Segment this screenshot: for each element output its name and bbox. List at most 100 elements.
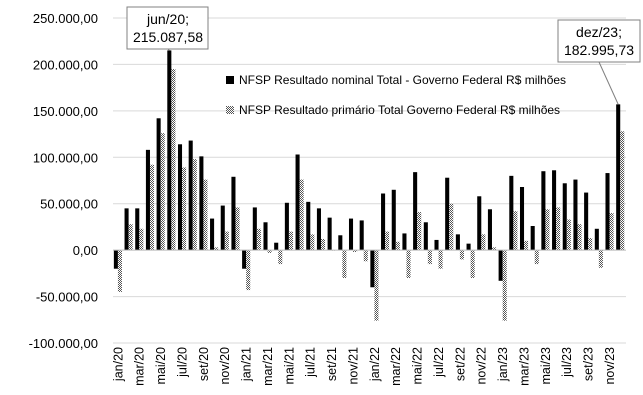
bar-primary	[117, 250, 122, 292]
x-tick-label: mai/23	[539, 347, 553, 385]
bar-nominal	[242, 250, 247, 269]
bar-primary	[299, 179, 304, 251]
x-tick-label: nov/20	[218, 347, 232, 385]
bar-nominal	[413, 172, 418, 251]
bar-primary	[620, 131, 625, 251]
x-tick-label: mar/21	[261, 347, 275, 386]
x-tick-label: jan/21	[240, 347, 254, 382]
bar-nominal	[455, 234, 460, 251]
bars	[113, 50, 625, 321]
bar-primary	[417, 212, 422, 251]
legend-label: NFSP Resultado nominal Total - Governo F…	[239, 73, 566, 87]
bar-nominal	[167, 50, 172, 251]
bar-nominal	[210, 218, 215, 251]
bar-primary	[353, 250, 358, 252]
bar-primary	[449, 203, 454, 251]
bar-nominal	[199, 156, 204, 251]
bar-primary	[182, 167, 187, 251]
y-tick-label: 0,00	[73, 243, 98, 258]
bar-primary	[459, 250, 464, 260]
bar-nominal	[445, 177, 450, 251]
legend: NFSP Resultado nominal Total - Governo F…	[226, 73, 566, 117]
bar-primary	[438, 250, 443, 269]
bar-nominal	[370, 250, 375, 288]
bar-nominal	[359, 220, 364, 251]
x-tick-label: set/23	[582, 347, 596, 381]
x-tick-label: mar/23	[517, 347, 531, 386]
x-axis-tick-labels: jan/20 mar/20 mai/20 jul/20 set/20 nov/20 jan/…	[111, 347, 617, 386]
bar-nominal	[338, 235, 343, 251]
bar-primary	[320, 239, 326, 251]
x-tick-label: nov/21	[346, 347, 360, 385]
bar-nominal	[541, 171, 546, 251]
bar-primary	[128, 224, 133, 251]
x-tick-label: jul/21	[304, 347, 318, 378]
bar-primary	[556, 207, 561, 251]
bar-nominal	[573, 179, 578, 251]
bar-primary	[224, 231, 229, 251]
legend-swatch	[226, 76, 234, 84]
bar-primary	[149, 164, 155, 251]
bar-nominal	[616, 104, 621, 251]
bar-primary	[235, 207, 240, 251]
x-tick-label: jul/22	[432, 347, 446, 378]
x-tick-label: set/21	[325, 347, 339, 381]
x-tick-label: set/22	[453, 347, 467, 381]
x-tick-label: jan/20	[111, 347, 125, 382]
bar-primary	[524, 240, 529, 251]
bar-nominal	[135, 208, 140, 251]
bar-nominal	[477, 196, 482, 251]
bar-primary	[363, 250, 368, 262]
bar-primary	[481, 234, 486, 251]
x-tick-label: jan/23	[496, 347, 510, 382]
annotation-box	[126, 6, 209, 50]
bar-nominal	[327, 217, 332, 251]
bar-primary	[385, 231, 390, 251]
x-tick-label: mai/21	[282, 347, 296, 385]
bar-primary	[267, 250, 272, 253]
bar-primary	[139, 228, 144, 251]
y-tick-label: 200.000,00	[33, 57, 98, 72]
x-tick-label: nov/23	[603, 347, 617, 385]
annotation-label: 215.087,58	[133, 29, 203, 45]
annotation-label: jun/20;	[146, 11, 189, 27]
bar-primary	[502, 250, 507, 321]
bar-nominal	[252, 207, 257, 251]
bar-nominal	[145, 149, 150, 251]
x-tick-label: mai/20	[154, 347, 168, 385]
bar-primary	[470, 250, 475, 278]
bar-primary	[566, 219, 571, 251]
bar-nominal	[584, 192, 589, 251]
bar-nominal	[263, 222, 268, 251]
bar-primary	[278, 250, 283, 265]
bar-nominal	[231, 176, 236, 251]
bar-primary	[427, 250, 432, 265]
x-tick-label: jul/23	[560, 347, 574, 378]
bar-nominal	[220, 205, 225, 251]
bar-nominal	[530, 226, 535, 251]
annotation-leader-line	[598, 61, 619, 105]
bar-primary	[246, 250, 251, 291]
bar-nominal	[562, 183, 567, 251]
y-tick-label: 250.000,00	[33, 11, 98, 26]
bar-nominal	[295, 154, 300, 251]
bar-nominal	[156, 118, 161, 251]
x-tick-label: mar/20	[133, 347, 147, 386]
y-tick-label: -100.000,00	[29, 336, 98, 351]
bar-nominal	[124, 208, 129, 251]
bar-nominal	[594, 228, 599, 251]
x-tick-label: mar/22	[389, 347, 403, 386]
bar-primary	[395, 241, 400, 251]
bar-primary	[513, 211, 518, 251]
bar-primary	[160, 133, 165, 251]
bar-primary	[406, 250, 411, 278]
annotation-label: 182.995,73	[564, 42, 634, 58]
bar-nominal	[284, 202, 289, 251]
bar-nominal	[487, 209, 492, 251]
bar-primary	[214, 247, 219, 251]
bar-primary	[171, 69, 176, 251]
bar-primary	[203, 179, 208, 251]
bar-primary	[545, 209, 550, 251]
bar-primary	[288, 231, 293, 251]
